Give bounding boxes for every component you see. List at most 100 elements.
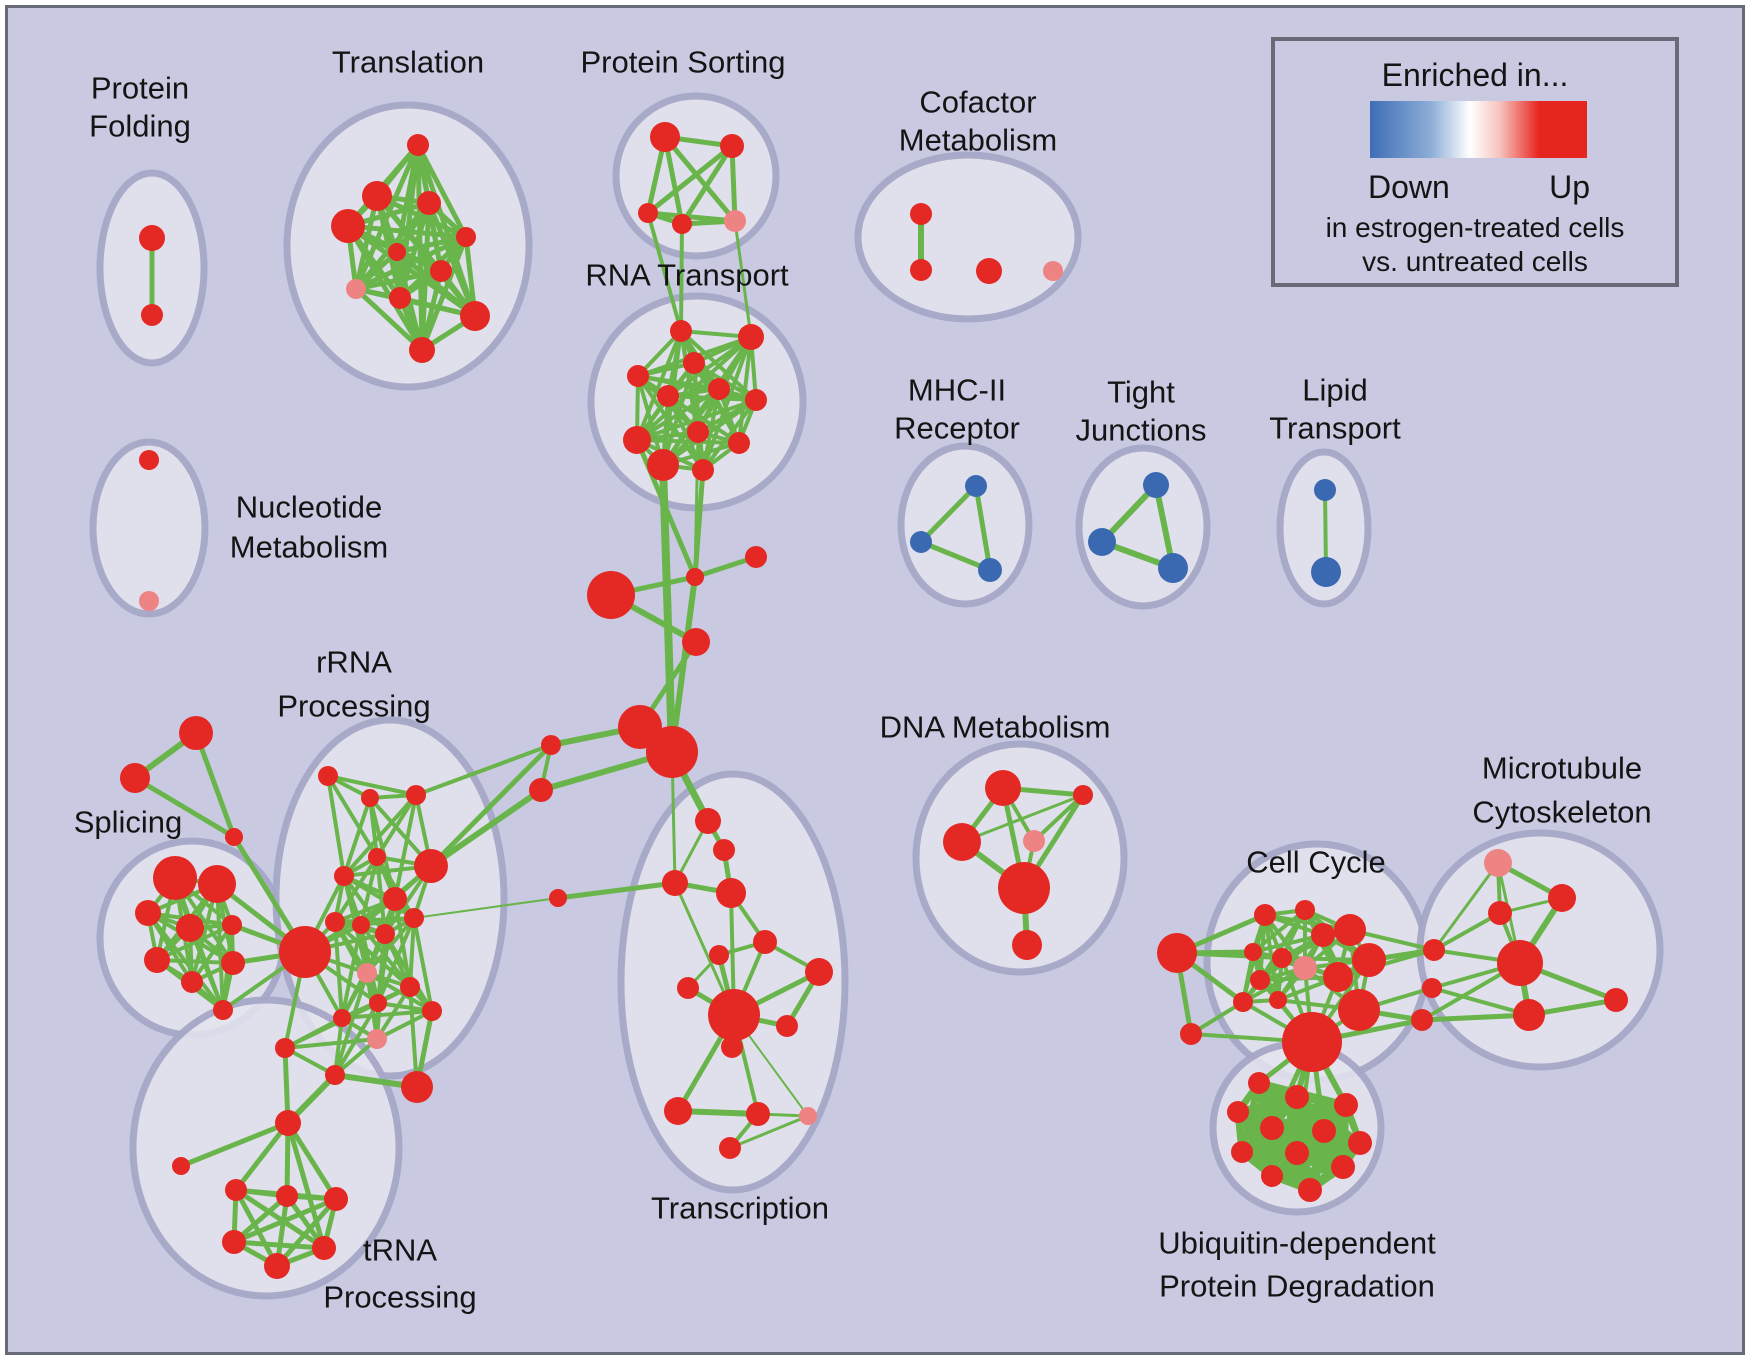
label-tight-junctions-line2: Junctions	[1076, 413, 1207, 448]
label-nucleotide-metabolism-line1: Nucleotide	[236, 490, 382, 525]
node-sp8	[181, 971, 203, 993]
node-tcH	[708, 989, 760, 1041]
node-cc6	[1272, 948, 1292, 968]
edge-tcl-rr11	[413, 897, 559, 919]
label-trna-processing-line2: Processing	[323, 1280, 476, 1315]
node-rr8	[325, 912, 345, 932]
edge-rt7-rt9	[635, 398, 758, 442]
node-cc13	[1338, 989, 1380, 1031]
label-rrna-processing-line1: rRNA	[316, 645, 392, 680]
node-rt12	[692, 459, 714, 481]
node-tc12	[746, 1102, 770, 1126]
node-st2	[120, 763, 150, 793]
edge-rr1-rr5	[326, 774, 346, 878]
edge-rr15-rr16	[340, 1009, 434, 1020]
node-rr12	[357, 963, 377, 983]
edge-sp2-sp9	[215, 882, 225, 1012]
node-mtp	[1484, 849, 1512, 877]
label-mhc-ii-receptor-line1: MHC-II	[908, 373, 1006, 408]
node-t11	[409, 337, 435, 363]
edge-rt1-rt9	[635, 329, 683, 442]
label-rna-transport-line1: RNA Transport	[585, 258, 789, 293]
node-rr9	[352, 916, 370, 934]
cluster-tight-junctions	[1075, 444, 1211, 610]
node-ub12	[1298, 1178, 1322, 1202]
node-t3	[417, 191, 441, 215]
label-rrna-processing-line2: Processing	[277, 689, 430, 724]
node-st1	[179, 716, 213, 750]
node-ps2	[720, 134, 744, 158]
label-tight-junctions-line1: Tight	[1107, 375, 1175, 410]
edge-mh1-mh3	[973, 483, 993, 573]
node-ccH	[1282, 1012, 1342, 1072]
edge-tn1-tn6	[233, 1187, 280, 1269]
edge-ps4-rt1	[679, 222, 684, 333]
node-layer	[120, 122, 1628, 1279]
node-dm6	[1012, 930, 1042, 960]
legend-up-label: Up	[1549, 169, 1590, 205]
node-tc5	[753, 930, 777, 954]
edge-rr16-rr18	[283, 1016, 344, 1050]
edge-t8-t11	[353, 286, 425, 353]
node-cc11	[1233, 992, 1253, 1012]
edge-rt11-m2	[659, 461, 676, 756]
node-tc2	[713, 839, 735, 861]
label-lipid-transport-line2: Transport	[1269, 411, 1401, 446]
node-cc8	[1323, 962, 1353, 992]
label-splicing-line1: Splicing	[74, 805, 183, 840]
node-l1	[541, 735, 561, 755]
node-rr1	[318, 766, 338, 786]
edge-tc14-tc13	[728, 1114, 810, 1150]
node-t6	[388, 243, 406, 261]
node-tc6	[709, 945, 729, 965]
node-tc8	[677, 977, 699, 999]
label-mhc-ii-receptor-line2: Receptor	[894, 411, 1020, 446]
edge-cc3-cc5	[1251, 933, 1325, 954]
node-rr13	[400, 977, 420, 997]
edge-rt9-rt10	[635, 438, 741, 445]
node-rr14	[369, 994, 387, 1012]
label-trna-processing-line1: tRNA	[363, 1233, 437, 1268]
label-cofactor-metabolism-line1: Cofactor	[919, 85, 1036, 120]
node-tc10	[721, 1036, 743, 1058]
legend-down-label: Down	[1368, 169, 1450, 205]
node-tc4	[716, 878, 746, 908]
node-tc14	[719, 1137, 741, 1159]
node-ub10	[1331, 1155, 1355, 1179]
node-rt11	[647, 449, 679, 481]
node-dm1	[985, 770, 1021, 806]
node-tn5	[312, 1236, 336, 1260]
edge-dm2-dm3	[960, 793, 1085, 844]
label-ubiquitin-degradation-line1: Ubiquitin-dependent	[1158, 1226, 1436, 1261]
edge-st2-st3	[132, 775, 237, 840]
node-nm2	[139, 591, 159, 611]
node-rt7	[745, 389, 767, 411]
node-rr19	[325, 1065, 345, 1085]
node-rr17	[367, 1029, 387, 1049]
edge-rt4-rt12	[636, 374, 705, 472]
node-pf2	[141, 304, 163, 326]
edge-ub3-ub4	[1234, 1101, 1350, 1116]
node-sp7	[221, 951, 245, 975]
node-dm5	[998, 862, 1050, 914]
node-ub4	[1227, 1101, 1249, 1123]
label-dna-metabolism-line1: DNA Metabolism	[880, 710, 1111, 745]
node-tc1	[695, 808, 721, 834]
node-ub6	[1312, 1119, 1336, 1143]
node-tj3	[1158, 553, 1188, 583]
node-tg	[275, 1110, 301, 1136]
node-cf2	[910, 259, 932, 281]
cluster-cofactor-metabolism	[854, 151, 1082, 323]
node-dm2	[1073, 785, 1093, 805]
legend: Enriched in... Down Up in estrogen-treat…	[1271, 37, 1679, 287]
edge-cc8-cn1	[1336, 948, 1436, 979]
node-tcl	[549, 889, 567, 907]
node-dm3	[943, 823, 981, 861]
edge-rt7-rt12	[701, 398, 758, 472]
node-mt4	[1513, 999, 1545, 1031]
node-ccf	[1180, 1023, 1202, 1045]
node-tj2	[1088, 528, 1116, 556]
edge-rr9-rr13	[359, 923, 412, 989]
edge-rr11-rr13	[408, 916, 416, 989]
node-ps4	[672, 214, 692, 234]
